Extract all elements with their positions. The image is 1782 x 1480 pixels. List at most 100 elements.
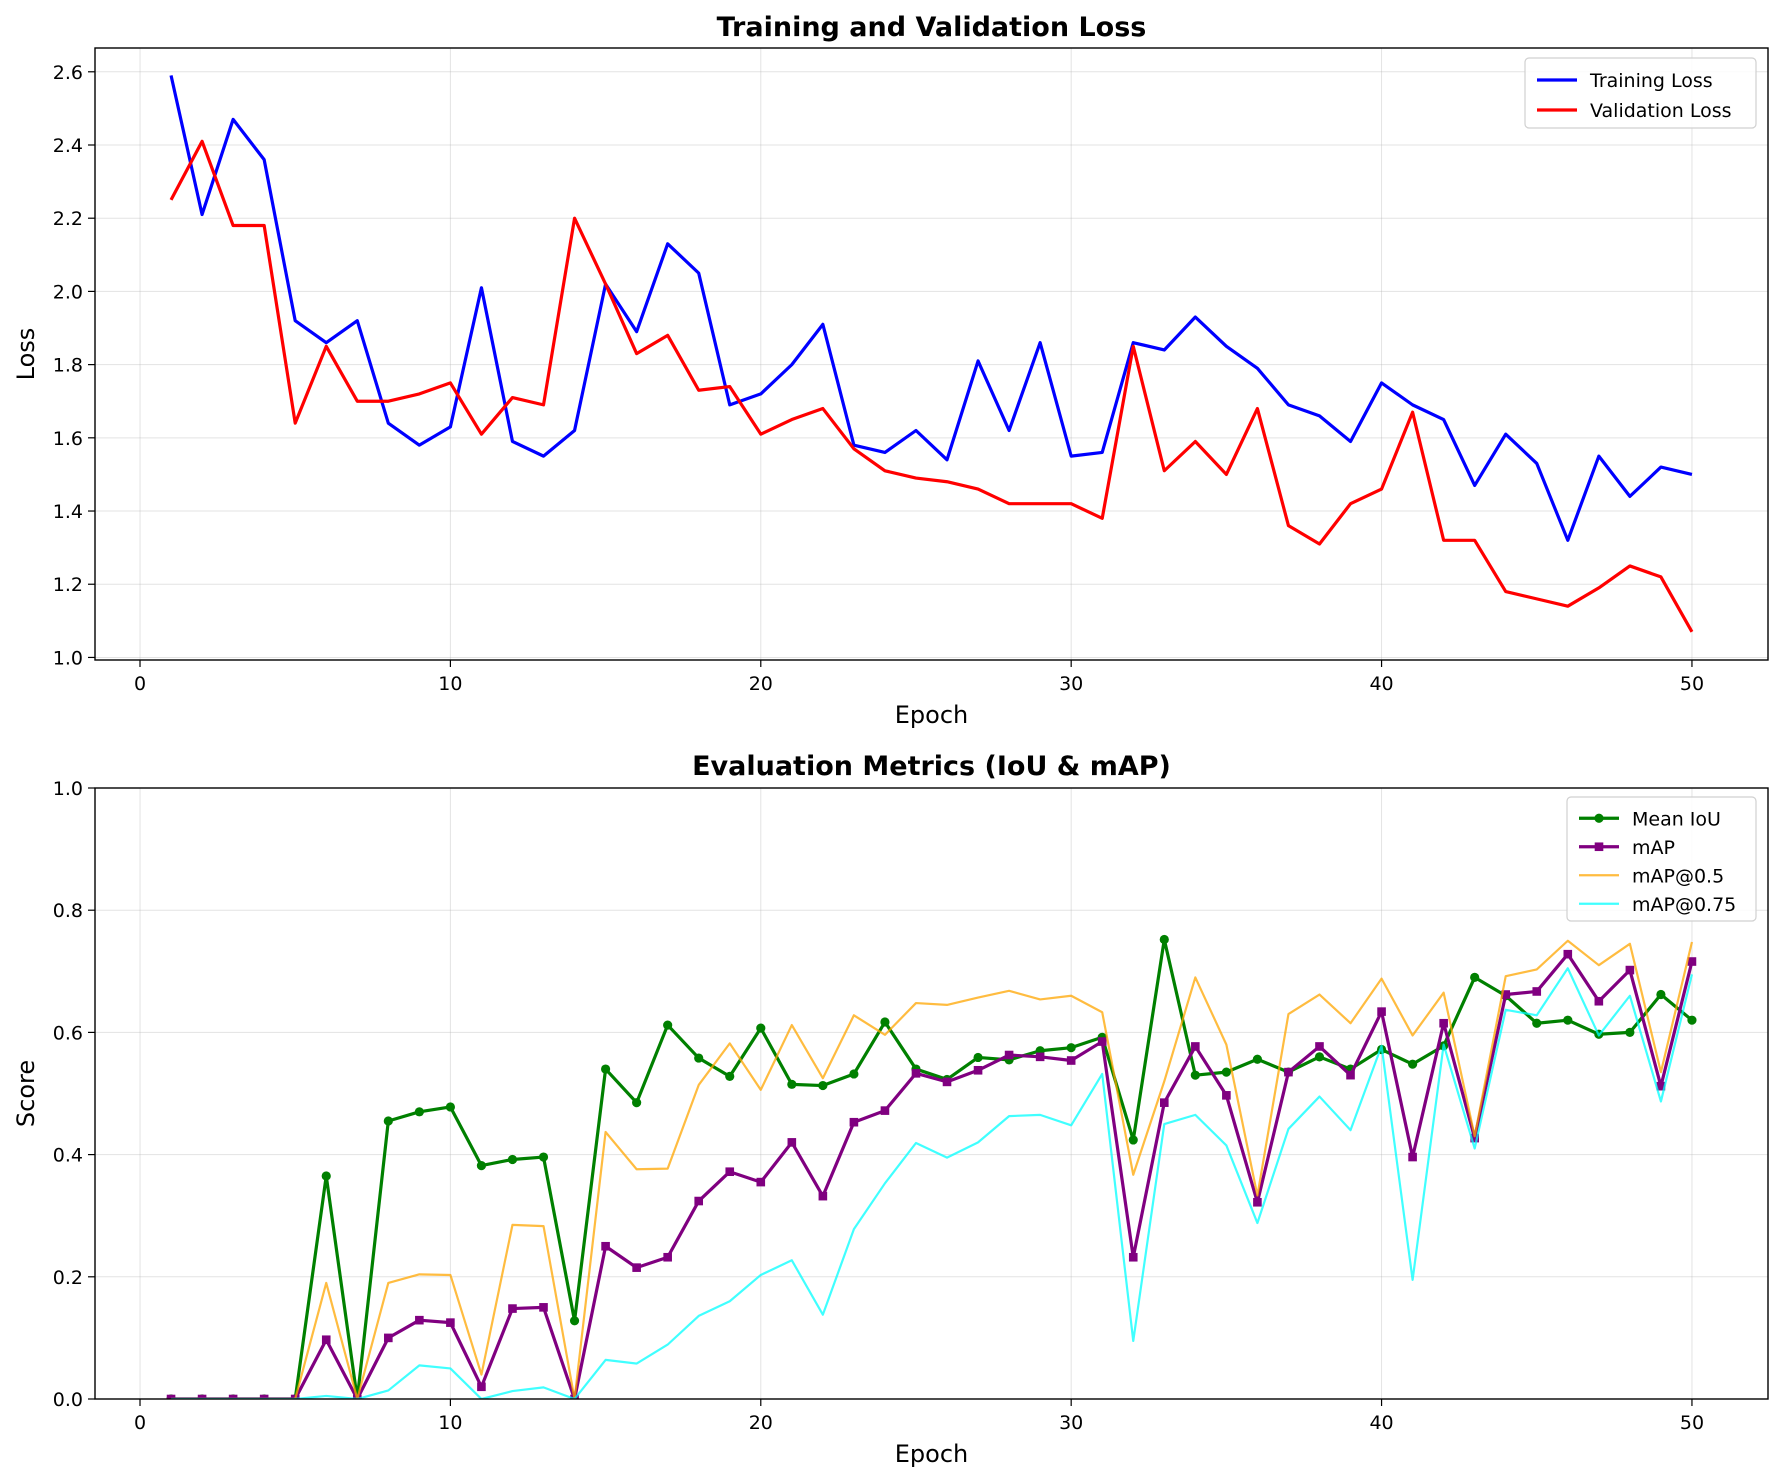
series-line-validation-loss	[169, 139, 1694, 633]
axes-frame	[94, 787, 1769, 1400]
data-point	[508, 1304, 517, 1313]
x-tick-label: 20	[749, 1412, 773, 1434]
data-point	[476, 1160, 487, 1171]
y-tick-label: 1.0	[53, 647, 83, 669]
data-point	[1097, 1037, 1107, 1046]
series-group	[166, 934, 1697, 1399]
data-point	[632, 1098, 642, 1108]
data-point	[1128, 1252, 1138, 1262]
data-point	[1314, 1052, 1325, 1062]
data-point	[228, 1394, 238, 1399]
data-point	[756, 1023, 766, 1033]
series-group	[169, 75, 1694, 633]
x-axis-label: Epoch	[895, 1440, 969, 1468]
data-point	[539, 1303, 548, 1312]
data-point	[1470, 1133, 1479, 1143]
x-tick-label: 30	[1059, 1412, 1083, 1434]
data-point	[1159, 934, 1169, 945]
data-point	[383, 1116, 393, 1126]
data-point	[1253, 1197, 1262, 1207]
data-point	[725, 1167, 735, 1177]
x-tick-label: 40	[1369, 1412, 1393, 1434]
data-point	[415, 1315, 424, 1325]
series-line-map-0-5	[171, 939, 1694, 1399]
data-point	[321, 1335, 331, 1345]
x-tick-label: 50	[1680, 1412, 1704, 1434]
chart-title: Evaluation Metrics (IoU & mAP)	[692, 751, 1171, 782]
data-point	[1004, 1050, 1014, 1060]
data-point	[818, 1191, 828, 1201]
data-point	[601, 1241, 610, 1251]
data-point	[1687, 1015, 1697, 1025]
data-point	[880, 1106, 890, 1115]
data-point	[538, 1152, 549, 1162]
legend-label: Validation Loss	[1590, 100, 1732, 122]
data-point	[1439, 1018, 1448, 1028]
x-tick-label: 40	[1369, 673, 1393, 695]
x-tick-label: 0	[134, 673, 146, 695]
data-point	[880, 1017, 890, 1027]
data-point	[849, 1069, 859, 1079]
data-point	[445, 1102, 455, 1112]
data-point	[1563, 949, 1573, 959]
x-tick-label: 20	[749, 673, 773, 695]
data-point	[1656, 989, 1666, 1000]
legend-box	[1524, 57, 1757, 129]
data-point	[600, 1064, 611, 1074]
y-tick-label: 0.0	[53, 1389, 83, 1411]
x-axis-label: Epoch	[895, 701, 969, 729]
data-point	[569, 1316, 580, 1326]
series-line-map-0-75	[171, 967, 1694, 1399]
data-point	[632, 1263, 641, 1272]
legend-label: Mean IoU	[1632, 808, 1721, 830]
data-point	[1066, 1056, 1076, 1065]
y-tick-label: 1.6	[53, 428, 83, 450]
data-point	[787, 1079, 797, 1089]
series-line-map	[171, 952, 1694, 1399]
data-point	[1222, 1091, 1231, 1100]
data-point	[1687, 957, 1697, 966]
y-tick-label: 2.6	[53, 62, 83, 84]
data-point	[1284, 1067, 1293, 1077]
legend-label: mAP@0.5	[1632, 865, 1724, 887]
y-tick-label: 1.4	[53, 501, 83, 523]
x-tick-label: 50	[1680, 673, 1704, 695]
y-tick-label: 2.2	[53, 208, 83, 230]
data-point	[1625, 965, 1635, 975]
x-tick-label: 10	[438, 673, 462, 695]
data-point	[1408, 1152, 1417, 1162]
data-point	[1377, 1007, 1386, 1016]
legend: Training Loss Validation Loss	[1524, 57, 1757, 129]
data-point	[1532, 987, 1542, 996]
series-line-training-loss	[169, 75, 1693, 542]
data-point	[414, 1107, 424, 1117]
legend-box	[1566, 796, 1757, 922]
data-point	[787, 1138, 797, 1147]
axes-frame	[94, 47, 1769, 661]
y-tick-label: 0.2	[53, 1267, 83, 1289]
data-point	[1501, 990, 1511, 999]
y-tick-label: 0.8	[53, 900, 83, 922]
data-point	[1470, 972, 1480, 983]
legend-marker	[1594, 842, 1604, 852]
data-point	[1191, 1042, 1200, 1051]
data-point	[1656, 1081, 1666, 1091]
data-point	[1159, 1098, 1169, 1107]
x-tick-label: 0	[134, 1412, 146, 1434]
data-point	[321, 1171, 331, 1181]
data-point	[756, 1177, 766, 1187]
y-tick-label: 0.6	[53, 1022, 83, 1044]
chart-title: Training and Validation Loss	[717, 12, 1147, 43]
data-point	[1594, 996, 1604, 1006]
y-tick-label: 2.0	[53, 281, 83, 303]
data-point	[694, 1053, 704, 1063]
data-point	[1625, 1027, 1635, 1037]
y-tick-label: 1.8	[53, 355, 83, 377]
data-point	[166, 1394, 176, 1399]
data-point	[973, 1052, 983, 1063]
data-point	[1128, 1135, 1138, 1145]
data-point	[725, 1071, 735, 1081]
y-axis-label: Loss	[12, 328, 40, 381]
data-point	[849, 1117, 859, 1127]
data-point	[1066, 1043, 1076, 1053]
